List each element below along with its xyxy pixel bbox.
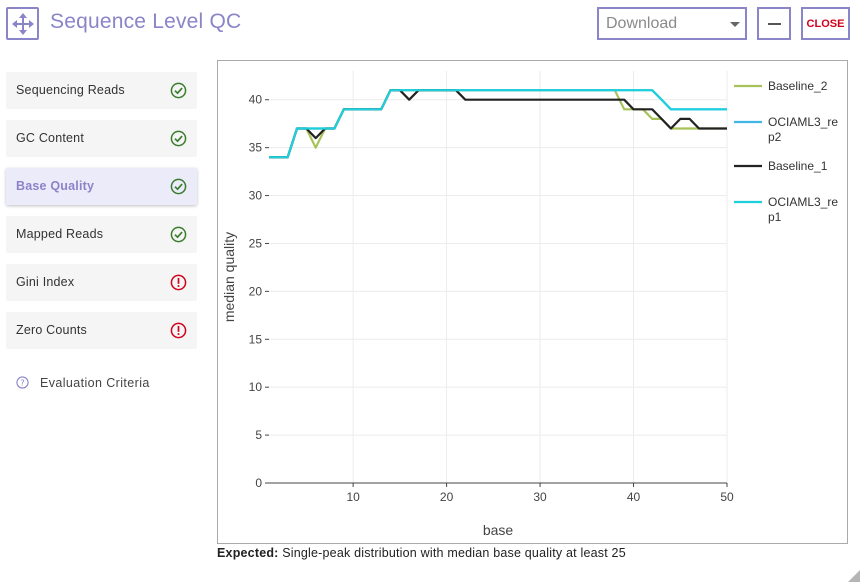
alert-circle-icon <box>170 322 187 339</box>
y-tick-label: 30 <box>249 189 263 203</box>
sidebar-item-sequencing-reads[interactable]: Sequencing Reads <box>6 72 197 109</box>
expected-note: Expected: Single-peak distribution with … <box>217 546 626 560</box>
alert-circle-icon <box>170 274 187 291</box>
x-tick-label: 50 <box>720 490 734 504</box>
x-tick-label: 30 <box>533 490 547 504</box>
header: Sequence Level QC Download CLOSE <box>0 0 860 48</box>
x-tick-label: 10 <box>346 490 360 504</box>
expected-label: Expected: <box>217 546 279 560</box>
help-circle-icon: ? <box>16 376 29 389</box>
y-tick-label: 10 <box>249 380 263 394</box>
sidebar-item-gc-content[interactable]: GC Content <box>6 120 197 157</box>
x-tick-label: 40 <box>627 490 641 504</box>
download-select[interactable]: Download <box>597 7 747 40</box>
y-tick-label: 5 <box>255 428 262 442</box>
evaluation-criteria-link[interactable]: ? Evaluation Criteria <box>16 374 196 394</box>
check-circle-icon <box>170 178 187 195</box>
sidebar-item-mapped-reads[interactable]: Mapped Reads <box>6 216 197 253</box>
base-quality-chart: 10 20 30 40 50 0 5 10 15 20 25 30 35 40 base median qua… <box>217 60 848 544</box>
sidebar-item-label: GC Content <box>16 131 85 145</box>
sidebar-item-zero-counts[interactable]: Zero Counts <box>6 312 197 349</box>
sidebar-item-base-quality[interactable]: Base Quality <box>6 168 197 205</box>
minimize-button[interactable] <box>757 7 791 40</box>
svg-text:?: ? <box>20 377 24 387</box>
x-tick-label: 20 <box>440 490 454 504</box>
page-title: Sequence Level QC <box>50 10 242 33</box>
y-tick-label: 35 <box>249 141 263 155</box>
x-axis-label: base <box>483 522 514 538</box>
check-circle-icon <box>170 226 187 243</box>
move-icon[interactable] <box>6 7 39 40</box>
resize-handle[interactable] <box>848 570 860 582</box>
chart-svg: 10 20 30 40 50 0 5 10 15 20 25 30 35 40 base median qua… <box>221 71 838 538</box>
check-circle-icon <box>170 130 187 147</box>
y-axis-label: median quality <box>221 232 237 322</box>
legend-label: OCIAML3_re p1 <box>768 195 838 224</box>
y-tick-label: 25 <box>249 236 263 250</box>
series-line-ociaml3-rep1 <box>269 89 727 159</box>
evaluation-criteria-label: Evaluation Criteria <box>40 376 150 390</box>
minus-icon <box>768 23 781 25</box>
sidebar-item-label: Mapped Reads <box>16 227 104 241</box>
sidebar-item-label: Sequencing Reads <box>16 83 125 97</box>
legend-label: Baseline_1 <box>768 159 828 173</box>
close-button[interactable]: CLOSE <box>801 7 850 40</box>
y-tick-label: 15 <box>249 332 263 346</box>
sidebar-item-label: Gini Index <box>16 275 75 289</box>
y-tick-label: 0 <box>255 476 262 490</box>
legend-label: Baseline_2 <box>768 79 828 93</box>
legend-label: OCIAML3_re p2 <box>768 115 838 144</box>
y-tick-label: 40 <box>249 93 263 107</box>
sidebar-item-label: Zero Counts <box>16 323 87 337</box>
y-tick-label: 20 <box>249 284 263 298</box>
chevron-down-icon <box>730 22 740 27</box>
sidebar-item-gini-index[interactable]: Gini Index <box>6 264 197 301</box>
download-select-value: Download <box>606 15 678 32</box>
check-circle-icon <box>170 82 187 99</box>
sidebar-item-label: Base Quality <box>16 179 95 193</box>
expected-text: Single-peak distribution with median bas… <box>278 546 626 560</box>
